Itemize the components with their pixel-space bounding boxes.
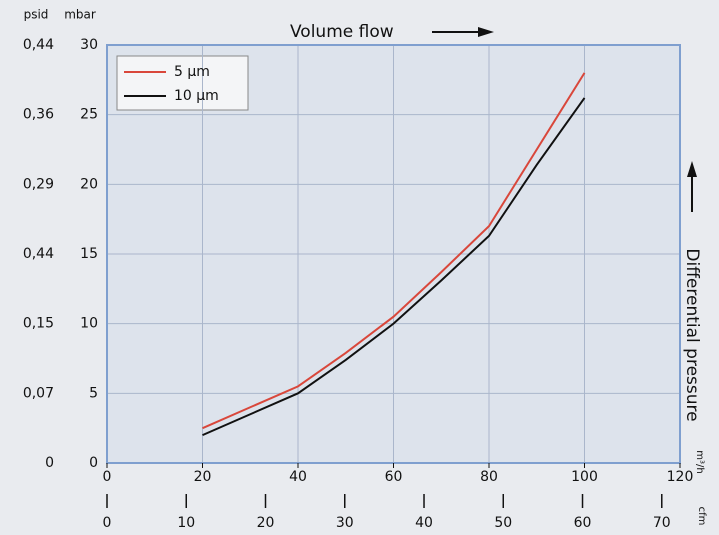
y2-tick-label: 0,07 [23, 385, 54, 401]
y-tick-label: 20 [80, 176, 98, 192]
x-tick-label: 100 [571, 469, 598, 485]
x-tick-label: 20 [194, 469, 212, 485]
y2-unit: psid [24, 8, 49, 22]
x2-tick-label: 20 [257, 515, 275, 531]
x-tick-label: 40 [289, 469, 307, 485]
line [202, 72, 586, 430]
y-title-arrow [687, 161, 697, 212]
y-tick-label: 5 [89, 385, 98, 401]
y-tick-label: 0 [89, 455, 98, 471]
y-tick-label: 30 [80, 37, 98, 53]
x-tick-label: 80 [480, 469, 498, 485]
y-tick-label: 10 [80, 316, 98, 332]
x-tick-label: 60 [385, 469, 403, 485]
x2-tick-label: 0 [103, 515, 112, 531]
x2-tick-label: 10 [177, 515, 195, 531]
y2-tick-label: 0,15 [23, 316, 54, 332]
x2-tick-label: 60 [574, 515, 592, 531]
y-unit: mbar [64, 8, 96, 22]
x2-tick-label: 50 [494, 515, 512, 531]
legend [116, 55, 249, 111]
y2-tick-label: 0,29 [23, 176, 54, 192]
legend-label: 10 µm [174, 88, 219, 104]
y2-tick-label: 0,44 [23, 37, 54, 53]
x-tick-label: 120 [667, 469, 694, 485]
line [202, 97, 586, 437]
x-tick-label: 0 [103, 469, 112, 485]
y-tick-label: 25 [80, 107, 98, 123]
x2-tick-label: 30 [336, 515, 354, 531]
y2-tick-label: 0,36 [23, 107, 54, 123]
y-tick-label: 15 [80, 246, 98, 262]
x2-tick-label: 70 [653, 515, 671, 531]
chart-title: Volume flow [290, 22, 394, 42]
x2-tick-label: 40 [415, 515, 433, 531]
y2-tick-label: 0 [45, 455, 54, 471]
y-axis-title: Differential pressure [682, 248, 702, 421]
legend-label: 5 µm [174, 64, 210, 80]
x-unit: m³/h [694, 450, 705, 473]
x2-unit: cfm [696, 507, 707, 526]
title-arrow [432, 27, 494, 37]
y2-tick-label: 0,44 [23, 246, 54, 262]
